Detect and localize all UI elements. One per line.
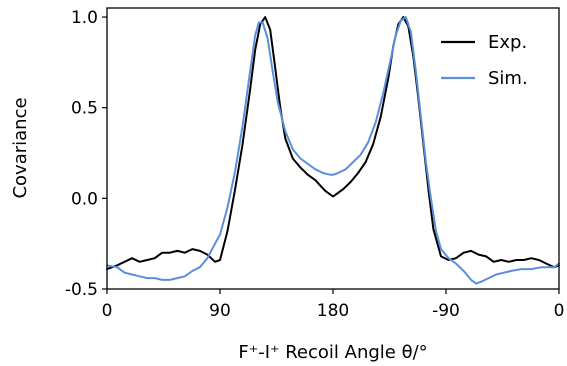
axis-ticks: 0 90 180 -90 0-0.50.00.51.0 [65, 8, 565, 321]
x-axis-label: F⁺-I⁺ Recoil Angle θ/° [238, 342, 427, 363]
y-tick-label-3: 1.0 [71, 8, 98, 28]
y-tick-label-2: 0.5 [71, 99, 98, 119]
series-line-0 [106, 16, 560, 271]
legend-label-0: Exp. [488, 32, 527, 53]
y-tick-label-1: 0.0 [71, 189, 98, 209]
x-tick-label-1: 90 [209, 301, 231, 321]
x-tick-label-4: 0 [554, 301, 565, 321]
x-tick-label-2: 180 [317, 301, 349, 321]
series-line-1 [106, 16, 560, 285]
x-tick-label-3: -90 [432, 301, 460, 321]
y-tick-label-0: -0.5 [65, 280, 98, 300]
y-axis-label: Covariance [10, 97, 31, 198]
plot-content [106, 16, 560, 285]
legend: Exp. Sim. [441, 32, 528, 89]
x-tick-label-0: 0 [102, 301, 113, 321]
legend-label-1: Sim. [488, 68, 528, 89]
